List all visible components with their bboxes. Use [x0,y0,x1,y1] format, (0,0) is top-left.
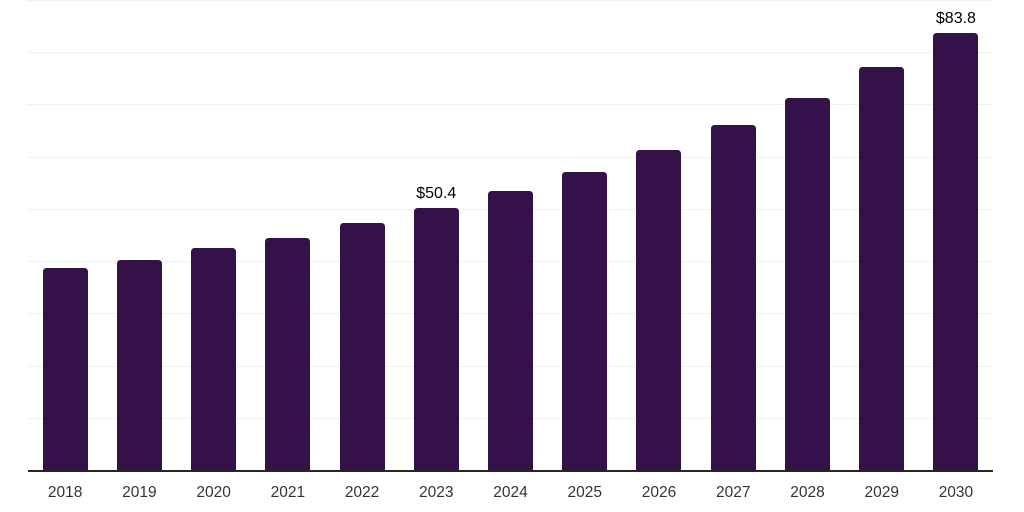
bar-slot: $50.4 [399,1,473,471]
x-tick-label-2025: 2025 [567,484,602,501]
bar-2018 [42,267,88,471]
bar-slot [28,1,102,471]
bar-slot [473,1,547,471]
bar-slot: $83.8 [919,1,993,471]
x-tick-label-2021: 2021 [270,484,306,501]
x-tick-label-2022: 2022 [344,484,380,501]
bar-2025 [562,171,608,471]
x-tick-label-2026: 2026 [641,484,677,501]
x-tick-label-2028: 2028 [790,484,825,501]
x-axis: 2018 2019 2020 2021 2022 2023 2024 2025 2026 2027… [28,483,993,503]
x-tick-label-2027: 2027 [715,484,751,501]
bar-2028 [784,97,830,471]
x-tick-label-2023: 2023 [419,484,454,501]
bar-slot [325,1,399,471]
bar-2022 [339,223,385,471]
bar-2026 [636,149,682,471]
bar-slot [548,1,622,471]
bar-slot [696,1,770,471]
bar-slot [770,1,844,471]
bar-slot [622,1,696,471]
bar-slot [176,1,250,471]
bar-2019 [116,259,162,471]
bar-2023: $50.4 [413,185,459,471]
bar-2030: $83.8 [933,10,979,471]
plot-area: $50.4 $83.8 [28,0,993,471]
x-tick-label-2024: 2024 [493,484,528,501]
bar-slot [845,1,919,471]
bar-2021 [265,237,311,471]
bar-2024 [488,190,534,471]
x-tick-label-2020: 2020 [196,484,231,501]
x-tick-label-2019: 2019 [122,484,157,501]
x-axis-line [28,470,993,472]
x-tick-label-2029: 2029 [864,484,899,501]
x-tick-label-2018: 2018 [47,484,83,501]
value-label-2030: $83.8 [935,10,976,28]
bar-2020 [191,247,237,471]
value-label-2023: $50.4 [416,184,457,202]
bar-2027 [710,124,756,471]
bar-slot [251,1,325,471]
bar-slot [102,1,176,471]
x-tick-label-2030: 2030 [938,484,974,501]
bar-2029 [859,66,905,471]
